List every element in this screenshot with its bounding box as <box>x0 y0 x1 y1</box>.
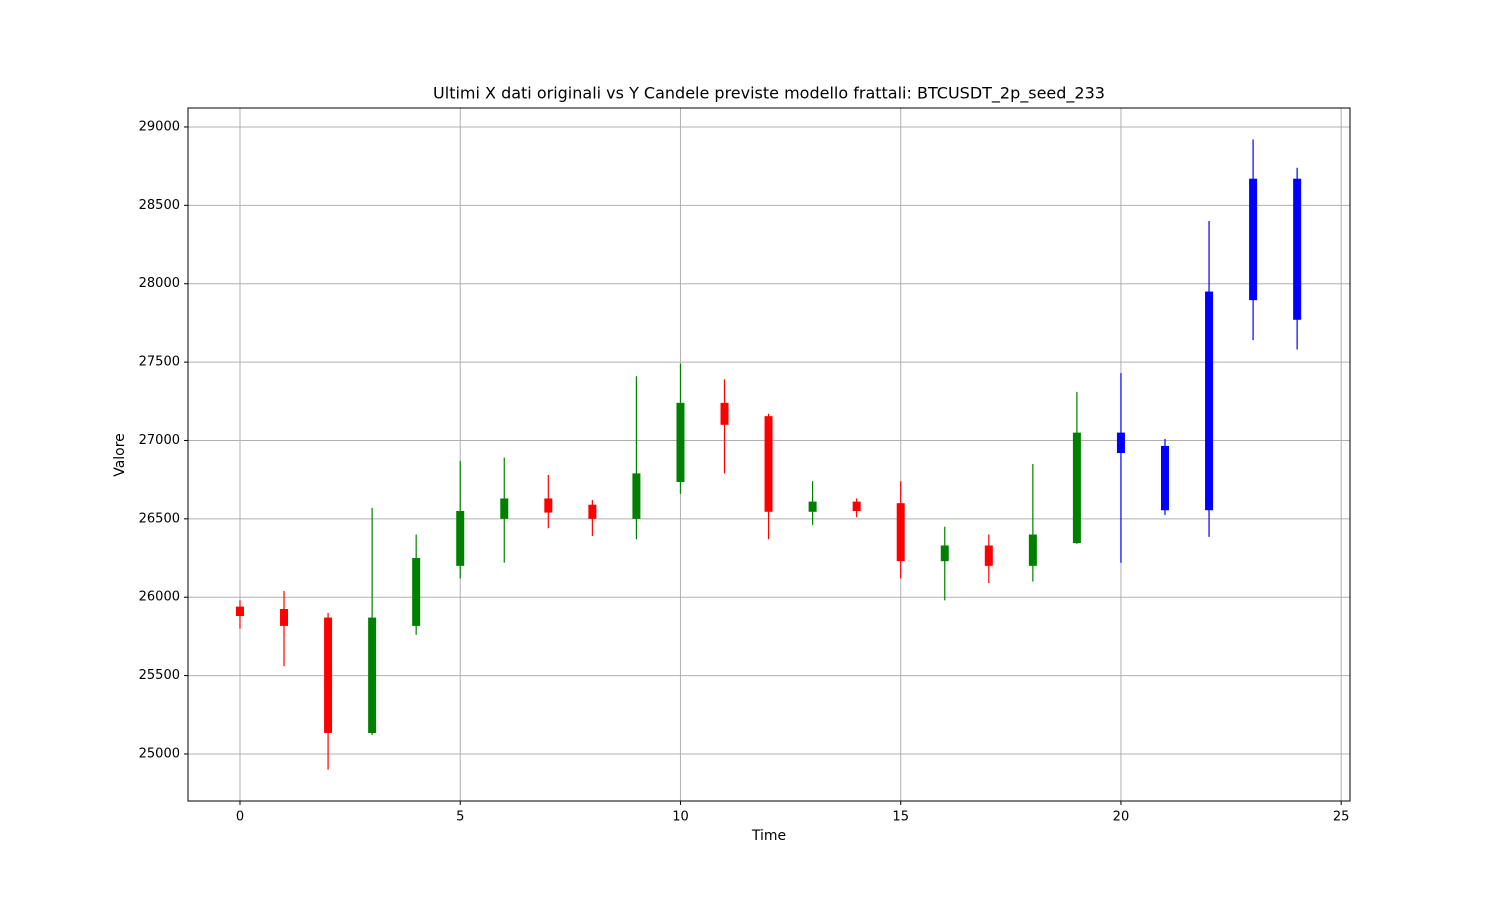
candle-body <box>280 608 289 626</box>
y-tick-label: 29000 <box>139 119 180 134</box>
candle-body <box>456 511 465 566</box>
candle-body <box>500 498 509 519</box>
candle-body <box>1028 534 1037 566</box>
y-axis-label: Valore <box>112 433 128 477</box>
x-tick-label: 20 <box>1113 810 1130 825</box>
plot-area: 25000 25500 26000 26500 27000 27500 28000 28500… <box>139 108 1350 825</box>
candle-body <box>720 402 729 425</box>
x-tick-label: 5 <box>456 810 464 825</box>
candle-body <box>368 617 377 733</box>
candle-body <box>940 545 949 562</box>
y-tick-label: 28000 <box>139 276 180 291</box>
x-axis-label: Time <box>751 828 786 844</box>
candle-body <box>412 558 421 626</box>
candle-body <box>984 545 993 566</box>
x-tick-label: 0 <box>236 810 244 825</box>
y-tick-label: 26500 <box>139 511 180 526</box>
candle-body <box>764 416 773 512</box>
x-tick-label: 25 <box>1333 810 1350 825</box>
candle-body <box>676 402 685 483</box>
chart-title: Ultimi X dati originali vs Y Candele pre… <box>433 84 1105 104</box>
candle-body <box>632 473 641 519</box>
candle-body <box>544 498 553 513</box>
candle-body <box>852 501 861 512</box>
candle-body <box>324 617 333 733</box>
x-tick-label: 15 <box>892 810 909 825</box>
candle-body <box>896 503 905 562</box>
candle-body <box>235 606 244 617</box>
y-tick-label: 26000 <box>139 590 180 605</box>
candle-body <box>1249 178 1258 301</box>
y-tick-label: 27000 <box>139 433 180 448</box>
y-tick-label: 27500 <box>139 355 180 370</box>
candle-body <box>808 501 817 512</box>
candle-body <box>1072 432 1081 544</box>
axes-frame <box>187 107 1351 802</box>
candle-body <box>1205 291 1214 511</box>
candle-body <box>1293 178 1302 320</box>
y-tick-label: 25000 <box>139 746 180 761</box>
candle-body <box>1160 445 1169 511</box>
candle-body <box>588 504 597 519</box>
y-tick-label: 25500 <box>139 668 180 683</box>
candle-body <box>1116 432 1125 454</box>
y-tick-label: 28500 <box>139 198 180 213</box>
x-tick-label: 10 <box>672 810 689 825</box>
